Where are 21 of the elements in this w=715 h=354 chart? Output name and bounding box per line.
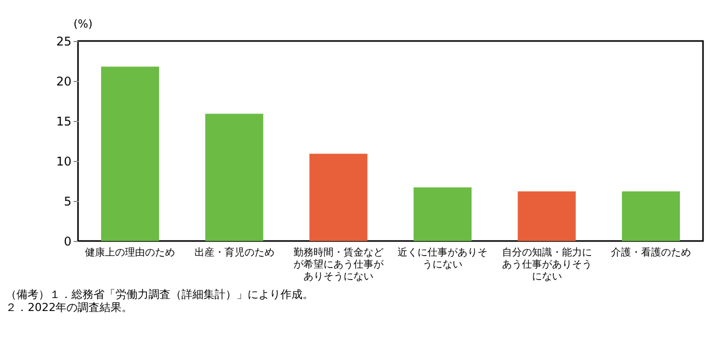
bar: [518, 191, 576, 241]
x-tick-label: 近くに仕事がありそうにない: [398, 246, 488, 270]
y-tick-label: 25: [56, 34, 72, 48]
bar: [309, 154, 368, 241]
x-tick-label: 介護・看護のため: [610, 246, 691, 258]
x-tick-label: 自分の知識・能力にあう仕事がありそうにない: [502, 246, 592, 282]
y-tick-label: 0: [64, 234, 72, 248]
bar: [414, 187, 472, 241]
bar: [101, 66, 160, 241]
y-tick-label: 15: [56, 114, 72, 128]
bar: [205, 114, 264, 241]
y-tick-label: 10: [56, 154, 72, 168]
y-tick-label: 5: [64, 194, 72, 208]
x-tick-label: 健康上の理由のため: [85, 246, 176, 258]
y-tick-label: 20: [56, 74, 72, 88]
bar: [622, 191, 680, 241]
x-tick-label: 出産・育児のため: [194, 246, 274, 258]
y-axis-title: (%): [74, 18, 93, 30]
text: （備考）１．総務省「労働力調査（詳細集計）」により作成。: [6, 288, 314, 301]
text: ２．2022年の調査結果。: [6, 301, 133, 314]
x-tick-label: 勤務時間・賃金などが希望にあう仕事がありそうにない: [293, 246, 384, 282]
